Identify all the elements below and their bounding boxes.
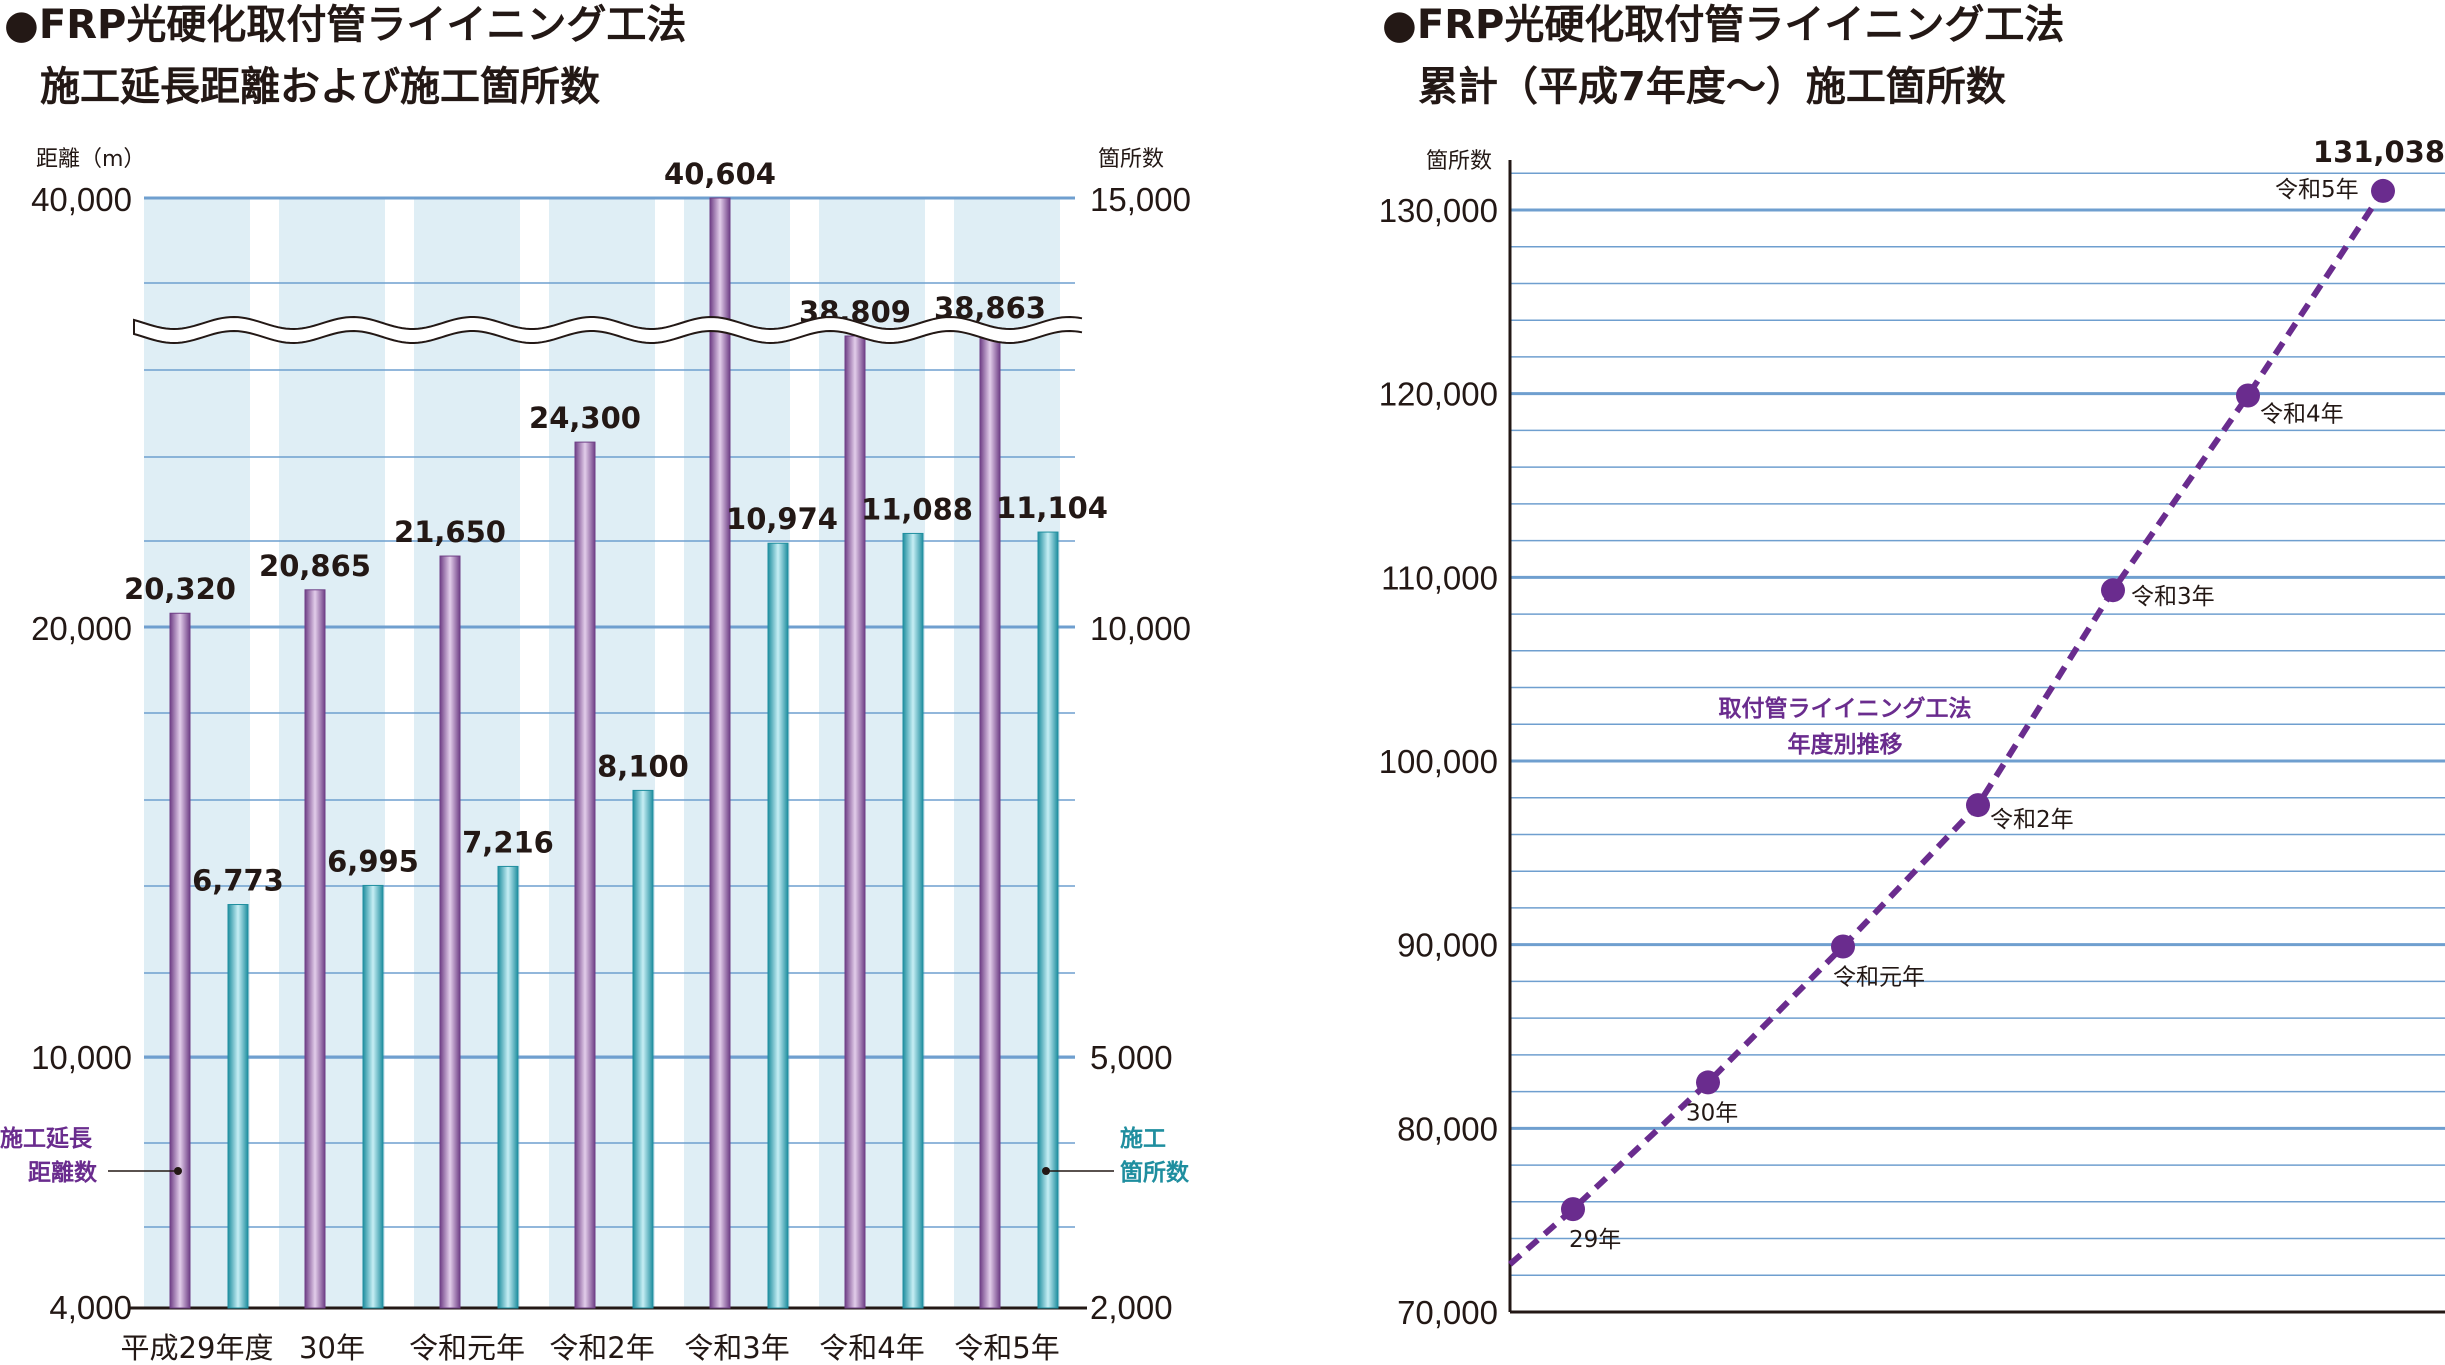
- left-axis-tick: 20,000: [31, 610, 132, 647]
- count-value-label: 10,974: [726, 502, 838, 536]
- end-value-label: 131,038: [2313, 135, 2445, 169]
- point-label: 30年: [1686, 1100, 1738, 1126]
- distance-value-label: 24,300: [529, 401, 641, 435]
- distance-value-label: 20,320: [124, 572, 236, 606]
- x-tick-label: 平成29年度: [121, 1331, 274, 1365]
- x-tick-label: 令和元年: [409, 1331, 525, 1365]
- left-title-line2: 施工延長距離および施工箇所数: [40, 64, 600, 110]
- x-tick-label: 令和3年: [684, 1331, 789, 1365]
- y-axis-tick: 90,000: [1397, 927, 1498, 964]
- data-point: [1966, 793, 1990, 818]
- data-point: [1831, 934, 1855, 959]
- annotation-line1: 取付管ライイニング工法: [1719, 695, 1972, 722]
- x-tick-label: 令和4年: [819, 1331, 924, 1365]
- x-tick-label: 30年: [299, 1331, 365, 1365]
- left-axis-tick: 4,000: [49, 1289, 132, 1326]
- y-axis-tick: 80,000: [1397, 1110, 1498, 1147]
- legend-distance-line2: 距離数: [28, 1159, 98, 1186]
- right-axis-tick: 10,000: [1090, 610, 1191, 647]
- right-axis-tick: 15,000: [1090, 181, 1191, 218]
- right-chart-title: ●FRP光硬化取付管ライイニング工法 累計（平成7年度〜）施工箇所数: [1382, 0, 2064, 118]
- legend-distance-dot: [174, 1167, 182, 1175]
- right-axis-tick: 5,000: [1090, 1039, 1173, 1076]
- count-bar: [902, 532, 924, 1309]
- data-point: [1696, 1070, 1720, 1095]
- legend-count-line2: 箇所数: [1120, 1159, 1190, 1186]
- left-axis-tick: 10,000: [31, 1039, 132, 1076]
- distance-bar: [169, 612, 191, 1309]
- distance-value-label: 40,604: [664, 157, 776, 191]
- bar-chart: 20,320 6,773 平成29年度 20,865 6,995 30年 21,650 7,2…: [0, 147, 1191, 1365]
- distance-bar: [709, 197, 731, 1309]
- data-point: [2371, 178, 2395, 203]
- count-bar: [632, 789, 654, 1309]
- count-value-label: 11,088: [861, 492, 973, 526]
- point-label: 令和元年: [1833, 965, 1925, 991]
- left-title-line1: ●FRP光硬化取付管ライイニング工法: [4, 2, 687, 48]
- point-label: 令和5年: [2275, 177, 2359, 203]
- legend-distance-line1: 施工延長: [0, 1125, 93, 1152]
- left-chart-title: ●FRP光硬化取付管ライイニング工法 施工延長距離および施工箇所数: [4, 0, 686, 118]
- x-tick-label: 令和5年: [954, 1331, 1059, 1365]
- y-axis-tick: 100,000: [1379, 743, 1498, 780]
- cumulative-line: [1508, 189, 2386, 1267]
- data-point: [1561, 1197, 1585, 1222]
- y-axis-unit: 箇所数: [1426, 149, 1492, 174]
- y-axis-tick: 130,000: [1379, 192, 1498, 229]
- y-axis-tick: 70,000: [1397, 1294, 1498, 1331]
- right-axis-unit: 箇所数: [1098, 147, 1164, 172]
- x-tick-label: 令和2年: [549, 1331, 654, 1365]
- axis-break-band: [126, 316, 1084, 344]
- right-axis-tick: 2,000: [1090, 1289, 1173, 1326]
- count-value-label: 7,216: [462, 825, 554, 859]
- legend-count-line1: 施工: [1120, 1125, 1166, 1152]
- count-bar: [767, 542, 789, 1309]
- distance-bar: [304, 589, 326, 1309]
- data-point: [2236, 383, 2260, 408]
- count-bar: [497, 865, 519, 1309]
- left-axis-tick: 40,000: [31, 181, 132, 218]
- left-axis-unit: 距離（m）: [36, 147, 145, 172]
- point-label: 29年: [1569, 1227, 1621, 1253]
- axis-break-line: [133, 315, 1083, 331]
- count-value-label: 11,104: [996, 491, 1108, 525]
- point-label: 令和3年: [2131, 584, 2215, 610]
- count-bar: [227, 904, 249, 1309]
- axis-break-line: [133, 329, 1083, 345]
- annotation-line2: 年度別推移: [1788, 731, 1903, 758]
- distance-bar: [439, 555, 461, 1309]
- count-bar: [1037, 531, 1059, 1309]
- distance-bar: [574, 441, 596, 1309]
- count-value-label: 6,995: [327, 844, 419, 878]
- y-axis-tick: 120,000: [1379, 376, 1498, 413]
- count-value-label: 6,773: [192, 864, 284, 898]
- count-value-label: 8,100: [597, 749, 689, 783]
- legend-count-dot: [1042, 1167, 1050, 1175]
- right-title-line2: 累計（平成7年度〜）施工箇所数: [1418, 64, 2006, 110]
- right-title-line1: ●FRP光硬化取付管ライイニング工法: [1382, 2, 2065, 48]
- point-label: 令和2年: [1990, 807, 2074, 833]
- distance-value-label: 20,865: [259, 549, 371, 583]
- point-label: 令和4年: [2260, 402, 2344, 428]
- distance-value-label: 21,650: [394, 515, 506, 549]
- y-axis-tick: 110,000: [1381, 559, 1498, 596]
- data-point: [2101, 578, 2125, 603]
- count-bar: [362, 884, 384, 1309]
